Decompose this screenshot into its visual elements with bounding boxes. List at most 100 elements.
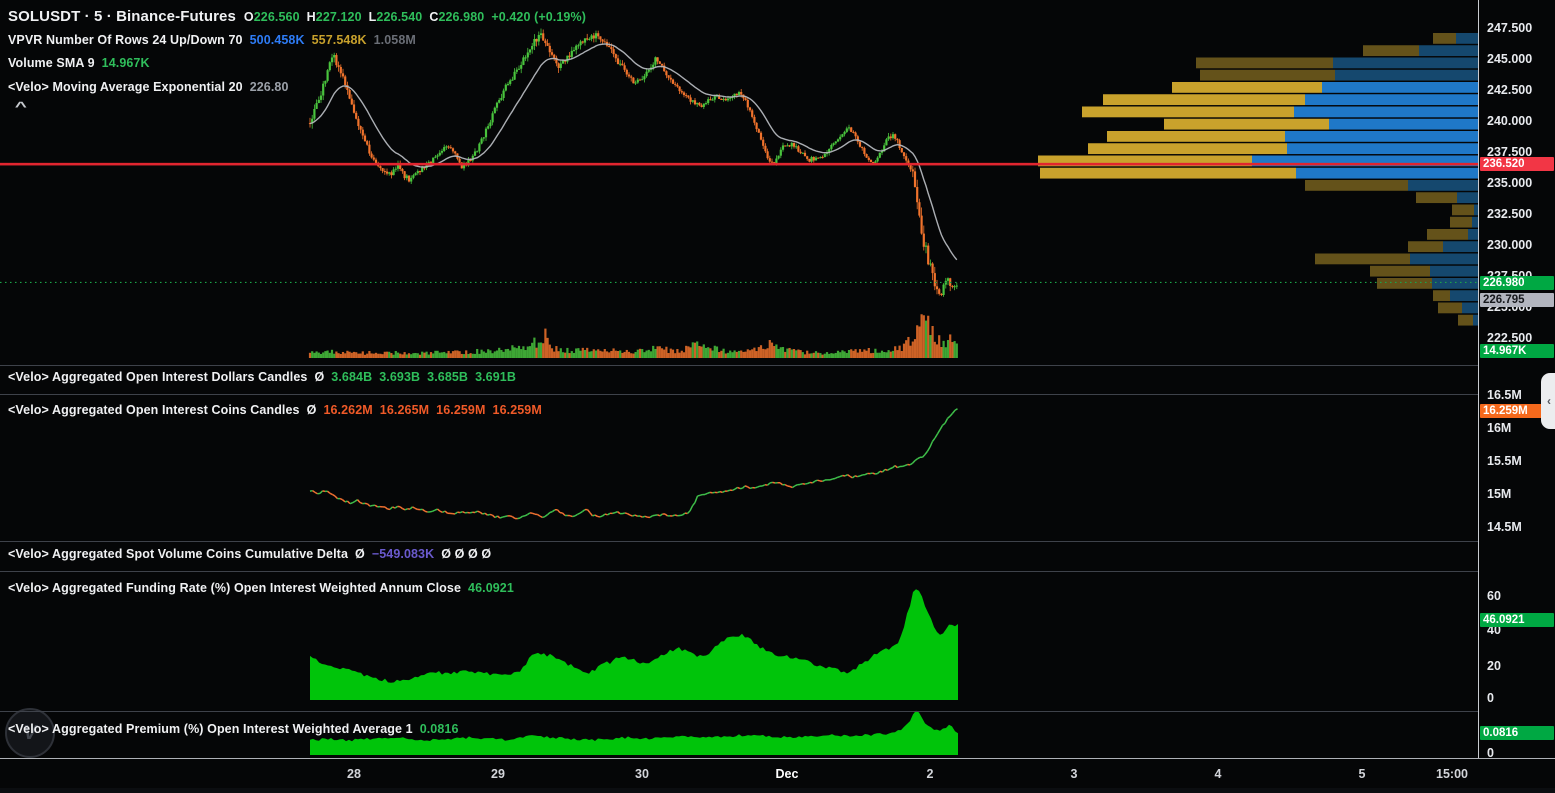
oi-line-segment [889,467,893,470]
oi-line-segment [604,513,608,516]
candle-body [858,141,862,147]
premium-legend[interactable]: <Velo> Aggregated Premium (%) Open Inter… [8,722,459,736]
axis-tick-label: 20 [1487,659,1501,673]
candle-body [832,143,835,145]
candle-body [663,65,666,72]
candle-body [724,98,727,101]
candle-body [381,168,384,172]
axis-tick-label: 16.5M [1487,388,1522,402]
volume-bar [885,352,888,358]
panel-separator[interactable] [0,365,1555,366]
time-tick-label: 15:00 [1436,767,1468,781]
collapse-panel-tab[interactable]: ‹ [1541,373,1555,429]
oi-line-segment [527,512,531,516]
candle-body [339,66,342,74]
time-axis[interactable]: 28 29 30 Dec 2 3 4 5 15:00 [0,758,1555,789]
oi-line-segment [502,515,506,518]
oi-line-segment [897,465,901,469]
candle-body [394,168,397,170]
candle-wick [661,63,663,68]
candle-body [322,83,325,96]
volume-bar [931,325,934,358]
panel-separator[interactable] [0,711,1555,712]
vpvr-row-up [1252,155,1478,167]
oi-line-segment [857,475,861,478]
vpvr-row-up [1329,118,1478,130]
oi-line-segment [586,509,591,514]
oi-dollars-legend[interactable]: <Velo> Aggregated Open Interest Dollars … [8,370,523,384]
volume-bar [713,345,716,358]
volume-bar [894,346,897,358]
alert-price-line[interactable] [0,162,1478,166]
candle-body [652,64,655,68]
candle-body [883,145,886,152]
oi-line-segment [954,408,958,411]
ema-legend[interactable]: <Velo> Moving Average Exponential 20 226.… [8,80,289,94]
vpvr-legend[interactable]: VPVR Number Of Rows 24 Up/Down 70 500.458… [8,33,423,47]
volume-bar [647,349,650,358]
candle-wick [639,78,641,81]
volume-bar [786,348,789,358]
candle-body [685,95,688,97]
volume-bar [410,354,413,358]
funding-value: 46.0921 [468,581,514,595]
volume-bar [643,352,646,358]
volume-bar [522,346,525,358]
volume-bar [531,342,534,358]
volume-legend[interactable]: Volume SMA 9 14.967K [8,56,150,70]
vpvr-row-up [1462,302,1478,314]
volume-bar [691,342,694,358]
oi-coins-legend[interactable]: <Velo> Aggregated Open Interest Coins Ca… [8,403,549,417]
candle-body [537,34,540,42]
ohlc-value: 227.120 [315,10,362,24]
oi-line-segment [552,509,556,513]
legend-value: 16.259M [436,403,486,417]
volume-bar [454,350,457,358]
vpvr-row-down [1107,131,1285,142]
panel-separator[interactable] [0,394,1555,395]
candle-body [845,128,848,132]
oi-line-segment [682,512,686,516]
candle-body [597,33,600,37]
candle-body [493,107,496,114]
candle-body [575,45,578,50]
volume-bar [379,353,382,358]
candle-wick [318,96,320,104]
candle-body [335,55,338,66]
candle-body [689,97,692,102]
candle-body [885,139,888,146]
volume-bar [568,353,571,358]
volume-bar [773,346,776,358]
symbol-legend[interactable]: SOLUSDT · 5 · Binance-Futures O226.560 H22… [8,8,593,25]
candle-body [918,202,921,216]
panel-separator[interactable] [0,571,1555,572]
panel-separator[interactable] [0,541,1555,542]
volume-bar [322,352,325,358]
axis-price-badge: 236.520 [1480,157,1554,171]
candle-body [627,74,631,77]
oi-line-segment [429,510,433,513]
oi-line-segment [569,514,573,518]
oi-line-segment [936,429,941,435]
oi-line-segment [479,511,483,515]
candle-body [447,146,450,148]
volume-bar [489,350,492,358]
candle-body [333,55,336,58]
volume-bar [942,340,945,358]
volume-bar [445,353,448,358]
candle-body [372,157,375,160]
oi-line-segment [314,491,318,495]
candle-body [729,97,732,99]
legend-collapse-chevron-icon[interactable]: ^ [14,99,27,114]
velo-watermark-logo: V [5,708,55,758]
legend-value: 16.262M [323,403,373,417]
funding-legend[interactable]: <Velo> Aggregated Funding Rate (%) Open … [8,581,514,595]
oi-line-segment [344,500,348,503]
vpvr-row-up [1474,204,1478,216]
oi-line-segment [779,482,783,486]
candle-body [484,128,488,138]
oi-line-segment [612,511,616,515]
delta-legend[interactable]: <Velo> Aggregated Spot Volume Coins Cumu… [8,547,491,561]
candle-body [421,167,424,173]
